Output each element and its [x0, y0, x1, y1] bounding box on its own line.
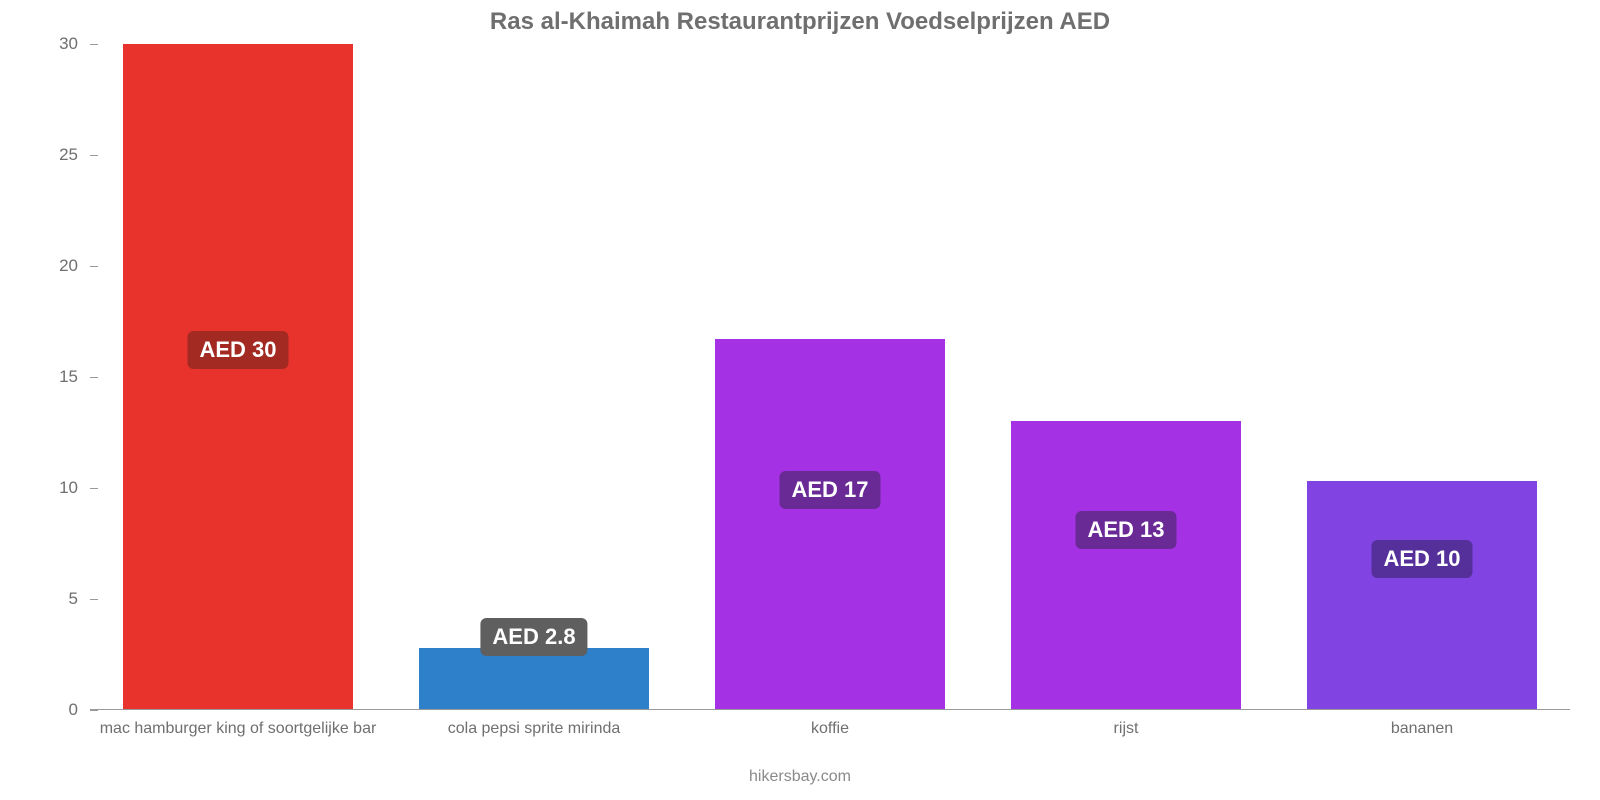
- bar-value-badge: AED 10: [1371, 540, 1472, 578]
- x-axis-label: cola pepsi sprite mirinda: [448, 720, 621, 738]
- bar-value-badge: AED 30: [187, 331, 288, 369]
- x-axis-label: bananen: [1391, 720, 1453, 738]
- y-tick-label: 10: [59, 478, 78, 498]
- y-tick-label: 30: [59, 34, 78, 54]
- x-axis-label: mac hamburger king of soortgelijke bar: [100, 720, 377, 738]
- x-axis-label: koffie: [811, 720, 849, 738]
- y-tick-label: 20: [59, 256, 78, 276]
- y-tick-label: 5: [69, 589, 78, 609]
- bar-value-badge: AED 2.8: [480, 618, 587, 656]
- x-baseline: [90, 709, 1570, 710]
- bar-value-badge: AED 17: [779, 471, 880, 509]
- bars-layer: AED 30 AED 2.8 AED 17 AED 13 AED 10: [90, 44, 1570, 710]
- y-tick-label: 15: [59, 367, 78, 387]
- bar: [1307, 481, 1538, 710]
- y-tick-mark: [90, 710, 98, 711]
- y-tick-label: 25: [59, 145, 78, 165]
- x-axis-label: rijst: [1114, 720, 1139, 738]
- bar: [1011, 421, 1242, 710]
- plot-area: 051015202530 AED 30AED 2.8AED 17AED 13AE…: [90, 44, 1570, 710]
- price-bar-chart: Ras al-Khaimah Restaurantprijzen Voedsel…: [0, 0, 1600, 800]
- bar: [123, 44, 354, 710]
- y-tick-label: 0: [69, 700, 78, 720]
- attribution-text: hikersbay.com: [749, 768, 851, 786]
- chart-title: Ras al-Khaimah Restaurantprijzen Voedsel…: [0, 0, 1600, 36]
- bar: [419, 648, 650, 710]
- bar: [715, 339, 946, 710]
- bar-value-badge: AED 13: [1075, 511, 1176, 549]
